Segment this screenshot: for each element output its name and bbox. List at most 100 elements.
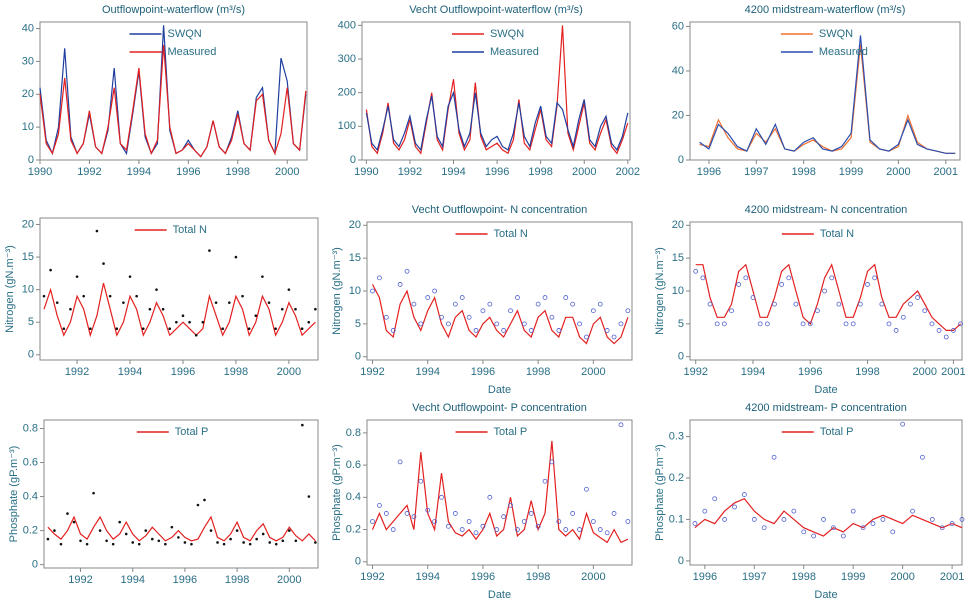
data-point	[439, 494, 444, 500]
x-tick-label: 1996	[176, 166, 200, 178]
data-point	[597, 301, 603, 307]
series-line	[371, 440, 629, 544]
data-point	[949, 521, 955, 526]
data-point	[390, 328, 396, 333]
y-tick-label: 0.2	[23, 524, 38, 536]
series-line	[365, 90, 629, 152]
x-tick-label: 1996	[471, 366, 495, 378]
data-point	[611, 511, 617, 516]
data-point	[604, 328, 610, 333]
x-tick-label: 1996	[171, 366, 195, 378]
x-tick-label: 1998	[526, 366, 550, 378]
data-point	[466, 314, 472, 320]
y-axis-label: Phosphate (gP.m⁻³)	[8, 446, 20, 543]
x-tick-label: 1998	[528, 166, 552, 178]
y-tick-label: 10	[22, 121, 34, 133]
data-point	[216, 541, 219, 544]
data-point	[570, 301, 576, 307]
series-line	[39, 44, 307, 158]
y-tick-label: 0.2	[346, 523, 361, 535]
legend-label: Total P	[175, 426, 209, 438]
series-line	[43, 282, 316, 338]
data-point	[214, 301, 218, 304]
y-tick-label: 30	[22, 55, 34, 67]
data-point	[274, 327, 277, 331]
data-point	[157, 539, 161, 543]
data-point	[222, 542, 226, 546]
y-axis-label: Phosphate (gP.m⁻³)	[331, 444, 343, 541]
x-tick-label: 1996	[173, 574, 197, 586]
data-point	[751, 517, 757, 522]
data-point	[781, 517, 787, 522]
data-point	[528, 511, 534, 516]
panel: Nitrogen (gN.m⁻³) 0 5 10 15 20 1992 1994 1996 199…	[4, 217, 319, 378]
data-point	[411, 514, 417, 520]
data-point	[209, 529, 213, 532]
data-point	[584, 486, 589, 492]
data-point	[951, 328, 956, 333]
data-point	[95, 229, 99, 233]
data-point	[590, 308, 596, 314]
data-point	[46, 537, 50, 541]
data-point	[439, 314, 444, 320]
y-tick-label: 10	[349, 285, 361, 297]
data-point	[535, 523, 541, 529]
y-tick-label: 20	[349, 219, 361, 231]
data-point	[910, 508, 915, 514]
y-tick-label: 15	[672, 252, 684, 264]
data-point	[958, 321, 963, 327]
data-point	[221, 327, 224, 331]
data-point	[549, 314, 555, 320]
data-point	[872, 275, 878, 281]
data-point	[501, 514, 507, 520]
y-tick-label: 0.3	[669, 430, 684, 442]
legend-label: Measured	[490, 46, 539, 58]
data-point	[487, 301, 493, 307]
data-point	[377, 502, 382, 508]
x-tick-label: 2000	[275, 166, 299, 178]
data-point	[692, 521, 698, 526]
data-point	[164, 542, 167, 546]
data-point	[155, 288, 158, 291]
data-point	[886, 321, 892, 327]
data-point	[466, 519, 472, 524]
data-point	[729, 308, 734, 314]
data-point	[501, 328, 507, 333]
y-tick-label: 0	[28, 154, 34, 166]
x-tick-label: 1994	[120, 574, 144, 586]
x-tick-label: 2000	[886, 166, 910, 178]
x-tick-label: 1998	[792, 571, 816, 583]
data-point	[742, 492, 747, 497]
data-point	[584, 334, 589, 340]
data-point	[880, 517, 886, 522]
y-tick-label: 10	[22, 284, 34, 296]
data-point	[761, 525, 767, 531]
data-point	[480, 523, 486, 529]
x-tick-label: 1996	[485, 166, 509, 178]
data-point	[597, 527, 603, 532]
x-axis-label: Date	[488, 384, 511, 396]
data-point	[577, 321, 582, 327]
data-point	[793, 301, 799, 307]
y-tick-label: 0.6	[23, 456, 38, 468]
data-point	[750, 295, 756, 300]
data-point	[196, 503, 200, 507]
data-point	[307, 495, 311, 498]
chart-title: Vecht Outflowpoint-waterflow (m³/s)	[409, 4, 583, 16]
data-point	[418, 321, 424, 327]
data-point	[625, 519, 631, 524]
data-point	[85, 542, 89, 546]
y-tick-label: 20	[672, 219, 684, 231]
data-point	[294, 307, 297, 311]
data-point	[772, 301, 777, 307]
legend-label: Measured	[167, 46, 216, 58]
data-point	[281, 539, 285, 543]
panel: 4200 midstream- N concentration Nitrogen …	[654, 204, 966, 396]
data-point	[943, 334, 949, 340]
y-tick-label: 40	[22, 22, 34, 34]
data-point	[168, 327, 172, 331]
data-point	[122, 301, 125, 304]
y-tick-label: 0	[678, 351, 684, 363]
plot-frame	[39, 21, 308, 161]
